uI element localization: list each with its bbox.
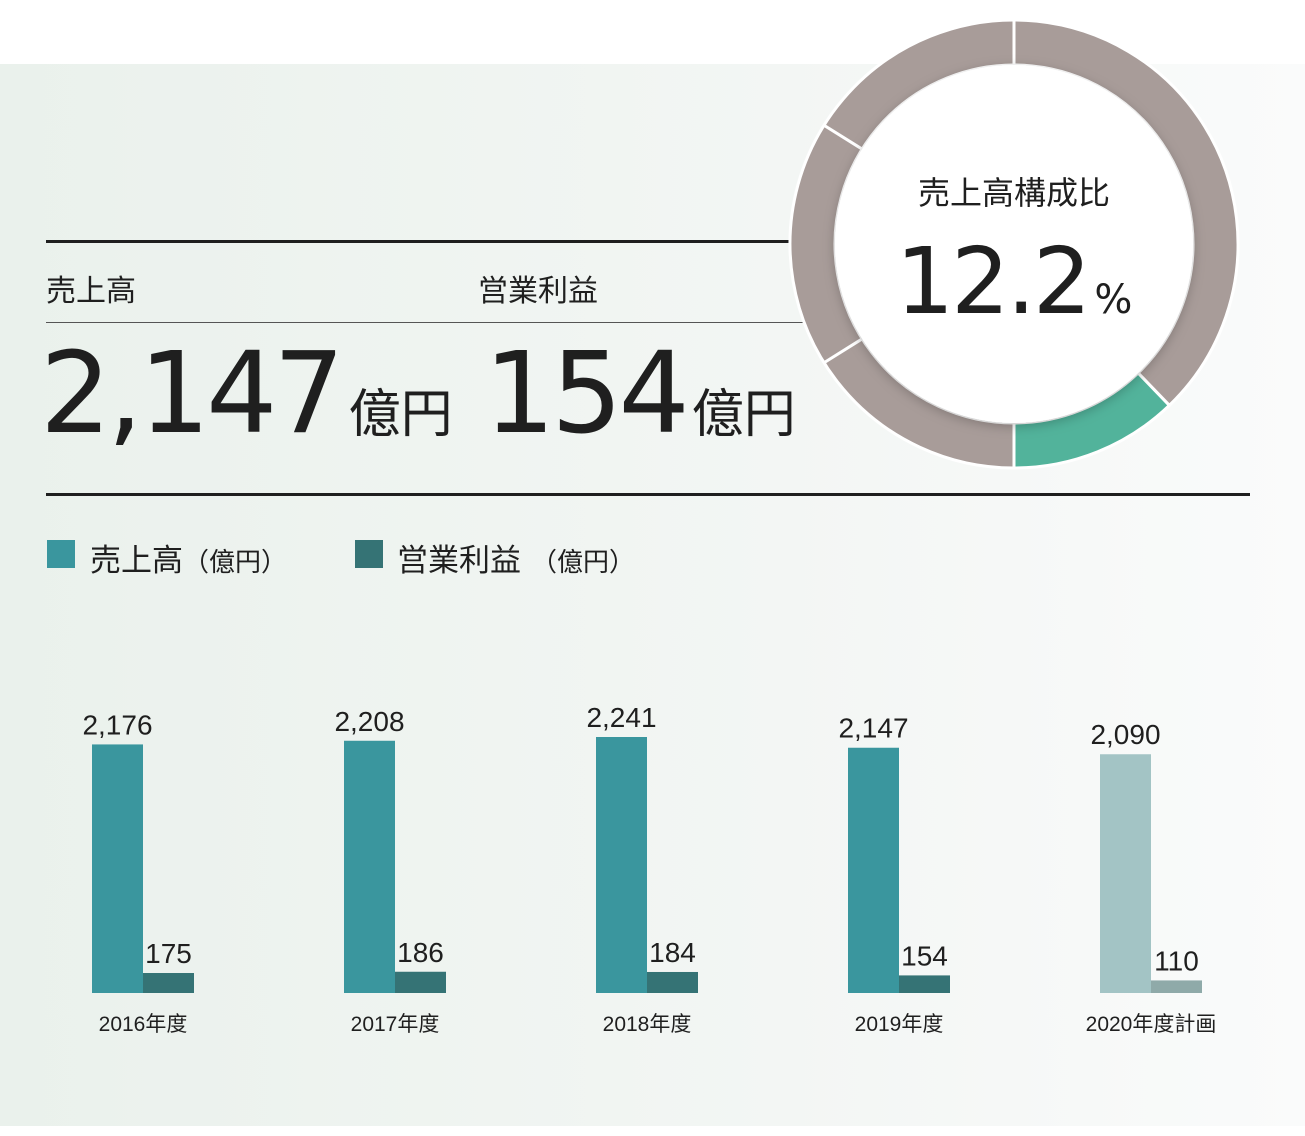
bar-profit-4 — [1151, 980, 1202, 993]
bar-sales-2 — [596, 737, 647, 993]
legend-profit-name: 営業利益 — [397, 543, 521, 579]
bar-sales-0 — [92, 744, 143, 993]
profit-value: 154 — [484, 329, 690, 459]
bar-profit-3 — [899, 975, 950, 993]
legend-profit-unit: （億円） — [531, 548, 636, 578]
bar-value-label: 186 — [397, 937, 444, 968]
bar-profit-1 — [395, 971, 446, 993]
bar-profit-0 — [143, 973, 194, 993]
x-tick-label: 2016年度 — [99, 1013, 188, 1036]
bar-sales-1 — [344, 740, 395, 993]
bar-sales-4 — [1100, 754, 1151, 993]
bar-sales-3 — [848, 747, 899, 993]
legend-sales-unit: （億円） — [183, 548, 288, 578]
mid-rule — [46, 322, 806, 323]
bar-value-label: 175 — [145, 938, 192, 969]
sales-unit: 億円 — [348, 385, 453, 445]
bottom-rule — [46, 493, 1250, 496]
bar-value-label: 2,147 — [838, 713, 908, 744]
x-tick-label: 2020年度計画 — [1086, 1013, 1217, 1036]
legend-sales-name: 売上高 — [90, 543, 183, 579]
profit-kpi: 154 億円 — [484, 338, 796, 450]
donut-value-group: 12.2% — [786, 236, 1242, 328]
donut-divider — [822, 337, 864, 365]
sales-label: 売上高 — [46, 274, 136, 309]
x-tick-label: 2019年度 — [855, 1013, 944, 1036]
sales-value: 2,147 — [40, 329, 345, 459]
bar-value-label: 154 — [901, 940, 948, 971]
x-tick-label: 2018年度 — [603, 1013, 692, 1036]
bar-value-label: 2,208 — [334, 706, 404, 737]
legend-item-sales: 売上高（億円） — [90, 535, 287, 580]
bar-value-label: 2,241 — [586, 702, 656, 733]
legend-swatch-profit — [355, 540, 383, 568]
bar-value-label: 110 — [1154, 945, 1199, 976]
top-rule — [46, 240, 791, 243]
composition-donut: 売上高構成比 12.2% — [786, 16, 1242, 472]
donut-divider — [822, 123, 864, 151]
legend-swatch-sales — [47, 540, 75, 568]
sales-kpi: 2,147 億円 — [40, 338, 453, 450]
donut-unit: % — [1094, 277, 1133, 323]
donut-svg — [788, 18, 1240, 470]
donut-value: 12.2 — [895, 228, 1092, 335]
bar-value-label: 2,090 — [1090, 719, 1160, 750]
bar-profit-2 — [647, 971, 698, 993]
donut-title: 売上高構成比 — [917, 174, 1110, 212]
bar-value-label: 2,176 — [82, 709, 152, 740]
donut-hole — [835, 65, 1193, 423]
bar-value-label: 184 — [649, 937, 696, 968]
legend-item-profit: 営業利益 （億円） — [397, 535, 635, 580]
profit-unit: 億円 — [691, 385, 796, 445]
x-tick-label: 2017年度 — [351, 1013, 440, 1036]
profit-label: 営業利益 — [478, 274, 598, 309]
